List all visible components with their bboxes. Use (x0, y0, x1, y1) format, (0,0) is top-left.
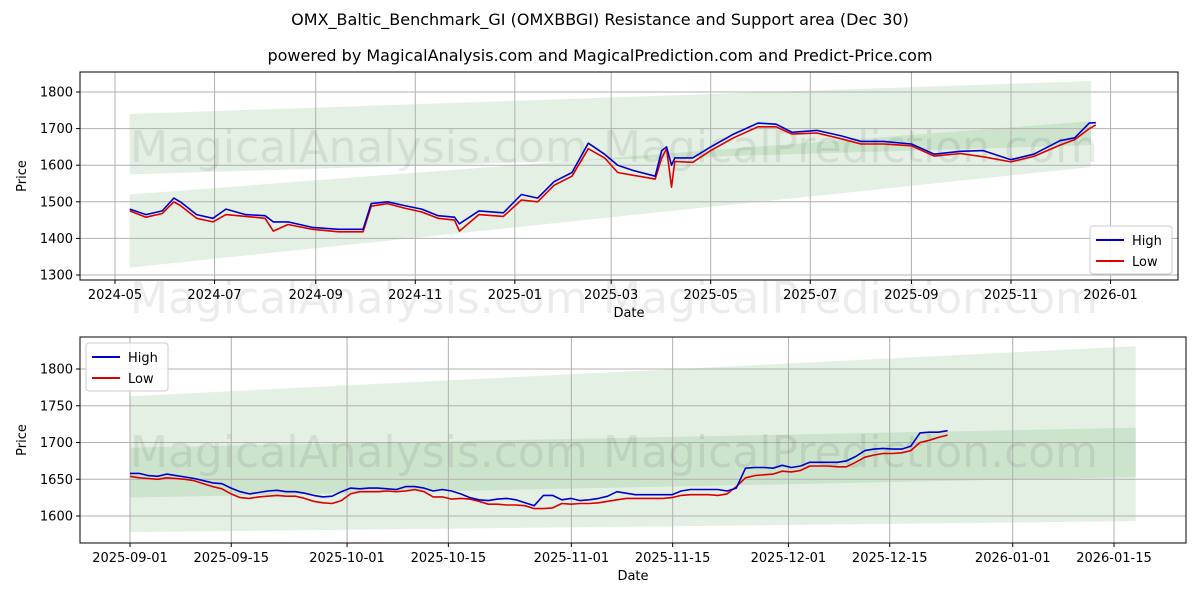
y-tick-label: 1800 (40, 86, 73, 101)
price-lines (129, 121, 1097, 233)
x-tick-label: 2026-01 (1083, 288, 1137, 303)
y-tick-label: 1700 (40, 436, 73, 451)
plot-frame (79, 336, 1187, 544)
y-tick-label: 1300 (40, 269, 73, 284)
y-tick-label: 1650 (40, 473, 73, 488)
x-tick-label: 2025-10-15 (411, 551, 487, 566)
watermark-text: MagicalPrediction.com (603, 273, 1098, 324)
x-tick-label: 2026-01-15 (1076, 551, 1152, 566)
y-tick-label: 1800 (40, 363, 73, 378)
legend-label-low: Low (1132, 255, 1158, 270)
legend-label-low: Low (128, 372, 154, 387)
x-axis-label: Date (613, 306, 644, 321)
legend-label-high: High (1132, 234, 1162, 249)
y-tick-label: 1500 (40, 195, 73, 210)
y-axis-label: Price (15, 160, 30, 192)
x-tick-label: 2024-07 (187, 288, 241, 303)
x-tick-label: 2025-10-01 (309, 551, 385, 566)
grid-lines (80, 337, 1186, 543)
band-outer (130, 346, 1136, 533)
x-tick-label: 2024-05 (88, 288, 142, 303)
band-support (129, 121, 1091, 268)
series-high (129, 121, 1096, 231)
y-tick-label: 1700 (40, 122, 73, 137)
watermark-text: MagicalPrediction.com (603, 427, 1098, 478)
grid-lines (80, 72, 1178, 280)
x-tick-label: 2025-05 (684, 288, 738, 303)
series-low (129, 124, 1097, 233)
series-low (129, 434, 948, 510)
x-tick-label: 2025-12-01 (751, 551, 827, 566)
x-axis-label: Date (617, 569, 648, 584)
x-tick-label: 2025-09-15 (194, 551, 270, 566)
y-tick-label: 1400 (40, 232, 73, 247)
watermark-text: MagicalAnalysis.com (130, 122, 588, 173)
x-tick-label: 2025-11-15 (635, 551, 711, 566)
legend: High Low (85, 342, 169, 392)
x-tick-label: 2024-11 (388, 288, 442, 303)
bottom-price-chart: MagicalAnalysis.com MagicalPrediction.com… (15, 336, 1187, 584)
watermark-text: MagicalPrediction.com (603, 122, 1098, 173)
x-tick-label: 2025-03 (584, 288, 638, 303)
top-price-chart: MagicalAnalysis.com MagicalAnalysis.com Ma… (15, 71, 1179, 324)
y-tick-label: 1750 (40, 399, 73, 414)
legend-label-high: High (128, 351, 158, 366)
chart-subtitle: powered by MagicalAnalysis.com and Magic… (267, 46, 933, 65)
x-tick-label: 2025-11-01 (534, 551, 610, 566)
x-tick-label: 2025-12-15 (852, 551, 928, 566)
chart-title: OMX_Baltic_Benchmark_GI (OMXBBGI) Resist… (291, 10, 909, 29)
resistance-support-bands (130, 346, 1136, 533)
y-tick-label: 1600 (40, 159, 73, 174)
watermark-text: MagicalAnalysis.com (130, 273, 588, 324)
legend: High Low (1089, 225, 1173, 275)
y-axis-label: Price (15, 424, 30, 456)
x-tick-label: 2024-09 (289, 288, 343, 303)
watermark-text: MagicalAnalysis.com (130, 427, 588, 478)
y-tick-label: 1600 (40, 510, 73, 525)
x-tick-label: 2025-01 (488, 288, 542, 303)
band-inner (130, 427, 1136, 498)
resistance-support-bands (129, 81, 1091, 268)
price-lines (129, 429, 948, 510)
x-tick-label: 2025-09-01 (92, 551, 168, 566)
x-tick-label: 2025-07 (783, 288, 837, 303)
series-high (130, 429, 948, 507)
x-tick-label: 2025-09 (884, 288, 938, 303)
band-resistance (129, 81, 1091, 175)
plot-frame (79, 71, 1179, 281)
x-tick-label: 2025-11 (984, 288, 1038, 303)
x-tick-label: 2026-01-01 (975, 551, 1051, 566)
